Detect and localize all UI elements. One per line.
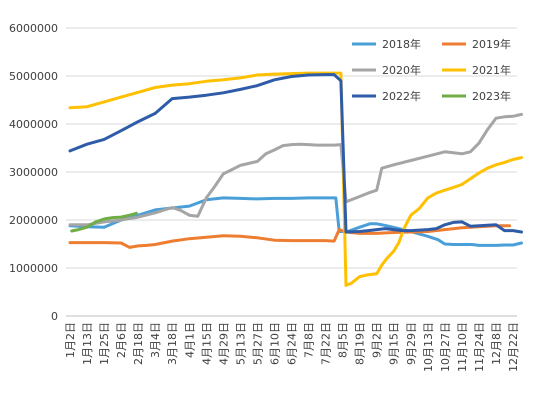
y-tick-label: 4000000 bbox=[9, 118, 58, 131]
series-line-2020年 bbox=[68, 112, 523, 227]
x-tick-label: 7月8日 bbox=[303, 322, 316, 358]
x-tick-label: 5月13日 bbox=[234, 322, 247, 365]
legend-label: 2022年 bbox=[382, 89, 421, 103]
x-tick-label: 6月24日 bbox=[286, 322, 299, 365]
x-tick-label: 1月13日 bbox=[81, 322, 94, 365]
x-tick-label: 9月29日 bbox=[405, 322, 418, 365]
x-tick-label: 9月2日 bbox=[371, 322, 384, 358]
y-tick-label: 5000000 bbox=[9, 70, 58, 83]
series-line-2022年 bbox=[68, 73, 523, 234]
x-tick-label: 10月27日 bbox=[439, 322, 452, 372]
axes: 0 1000000 2000000 3000000 4000000 5000000 6000… bbox=[9, 22, 520, 372]
x-tick-label: 4月29日 bbox=[217, 322, 230, 365]
series-line-2021年 bbox=[68, 71, 523, 287]
legend-label: 2020年 bbox=[382, 63, 421, 77]
legend-label: 2021年 bbox=[472, 63, 511, 77]
y-tick-label: 6000000 bbox=[9, 22, 58, 35]
legend-item: 2022年 bbox=[352, 89, 421, 103]
x-tick-label: 12月8日 bbox=[490, 322, 503, 365]
y-tick-label: 2000000 bbox=[9, 214, 58, 227]
legend-item: 2018年 bbox=[352, 37, 421, 51]
x-tick-label: 7月22日 bbox=[320, 322, 333, 365]
y-tick-label: 1000000 bbox=[9, 262, 58, 275]
x-tick-label: 2月18日 bbox=[132, 322, 145, 365]
gridlines bbox=[66, 27, 517, 269]
x-tick-label: 1月2日 bbox=[64, 322, 77, 358]
legend-item: 2020年 bbox=[352, 63, 421, 77]
x-tick-label: 2月6日 bbox=[115, 322, 128, 358]
x-tick-label: 4月1日 bbox=[183, 322, 196, 358]
x-tick-label: 6月10日 bbox=[268, 322, 281, 365]
series-lines bbox=[68, 71, 523, 287]
legend-label: 2018年 bbox=[382, 37, 421, 51]
y-tick-label: 0 bbox=[51, 310, 58, 323]
x-tick-label: 5月27日 bbox=[251, 322, 264, 365]
x-tick-label: 11月24日 bbox=[473, 322, 486, 372]
series-line-2019年 bbox=[68, 224, 512, 249]
x-tick-label: 4月15日 bbox=[200, 322, 213, 365]
x-tick-label: 3月18日 bbox=[166, 322, 179, 365]
x-tick-label: 8月5日 bbox=[337, 322, 350, 358]
legend-item: 2023年 bbox=[442, 89, 511, 103]
legend-label: 2023年 bbox=[472, 89, 511, 103]
legend: 2018年 2019年 2020年 2021年 2022年 2023年 bbox=[352, 37, 511, 103]
legend-item: 2019年 bbox=[442, 37, 511, 51]
x-tick-label: 11月10日 bbox=[456, 322, 469, 372]
x-tick-label: 1月25日 bbox=[98, 322, 111, 365]
legend-label: 2019年 bbox=[472, 37, 511, 51]
legend-item: 2021年 bbox=[442, 63, 511, 77]
series-line-2023年 bbox=[70, 211, 138, 233]
x-tick-label: 9月15日 bbox=[388, 322, 401, 365]
x-tick-label: 10月13日 bbox=[422, 322, 435, 372]
x-tick-label: 12月22日 bbox=[507, 322, 520, 372]
y-tick-label: 3000000 bbox=[9, 166, 58, 179]
x-tick-label: 3月4日 bbox=[149, 322, 162, 358]
x-tick-label: 8月19日 bbox=[354, 322, 367, 365]
